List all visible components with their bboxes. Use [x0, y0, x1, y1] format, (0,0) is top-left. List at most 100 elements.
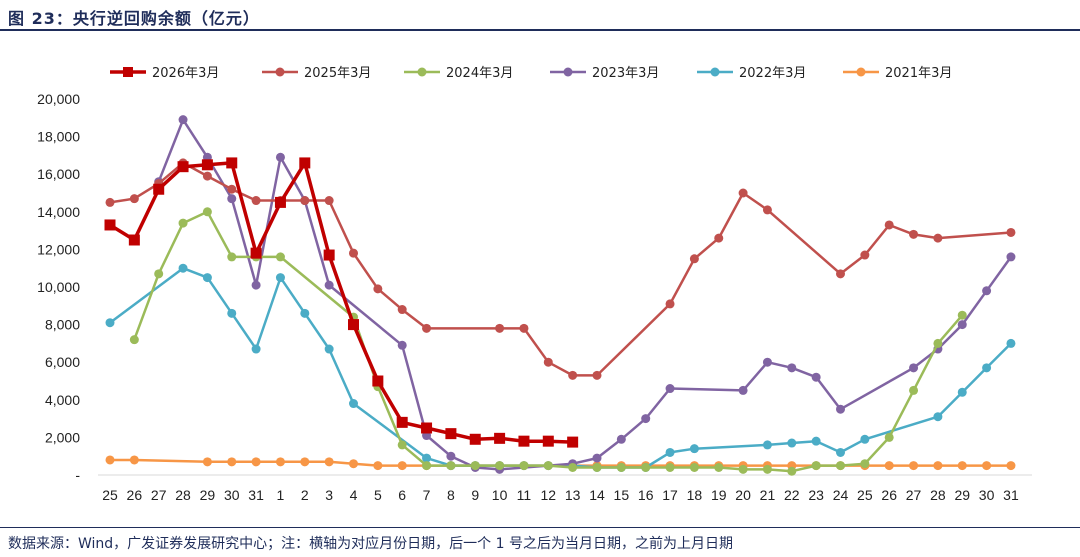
legend-swatch-marker — [856, 67, 866, 77]
data-point — [397, 340, 407, 350]
data-point — [957, 461, 967, 471]
data-point — [227, 457, 237, 467]
legend-swatch-marker — [417, 67, 427, 77]
data-point — [665, 447, 675, 457]
data-point — [227, 184, 237, 194]
data-point — [933, 338, 943, 348]
x-tick-label: 23 — [808, 487, 824, 503]
data-point — [349, 459, 358, 469]
data-point — [933, 461, 943, 471]
data-point — [177, 161, 189, 173]
y-tick-label: 14,000 — [37, 204, 80, 220]
data-point — [714, 233, 724, 243]
data-point — [373, 461, 383, 471]
data-point — [251, 280, 261, 290]
data-point — [860, 459, 870, 469]
data-point — [349, 248, 358, 258]
data-point — [469, 433, 481, 445]
series-2021年3月 — [105, 455, 1016, 471]
data-point — [178, 263, 188, 273]
x-tick-label: 21 — [760, 487, 776, 503]
x-tick-label: 26 — [127, 487, 143, 503]
data-point — [105, 197, 115, 207]
x-tick-label: 31 — [1003, 487, 1019, 503]
data-point — [519, 461, 529, 471]
data-point — [982, 461, 992, 471]
y-tick-label: 20,000 — [37, 91, 80, 107]
data-point — [300, 457, 310, 467]
data-point — [909, 363, 919, 373]
footer-divider — [0, 527, 1080, 528]
x-tick-label: 18 — [687, 487, 703, 503]
y-tick-label: 16,000 — [37, 166, 80, 182]
data-point — [884, 461, 894, 471]
data-point — [251, 344, 261, 354]
y-tick-label: - — [75, 467, 80, 483]
data-point — [153, 183, 165, 195]
data-point — [251, 457, 261, 467]
data-point — [300, 308, 310, 318]
data-point — [397, 461, 407, 471]
data-point — [592, 453, 602, 463]
data-point — [982, 286, 992, 296]
data-point — [689, 462, 699, 472]
data-point — [275, 457, 285, 467]
y-tick-label: 18,000 — [37, 129, 80, 145]
data-point — [373, 284, 383, 294]
data-point — [324, 196, 334, 206]
data-point — [324, 457, 334, 467]
data-point — [324, 344, 334, 354]
data-point — [348, 319, 359, 331]
data-point — [836, 404, 845, 414]
x-tick-label: 11 — [517, 487, 532, 503]
data-point — [226, 157, 238, 169]
data-point — [933, 233, 943, 243]
x-tick-label: 28 — [175, 487, 191, 503]
data-point — [665, 462, 675, 472]
data-point — [762, 440, 772, 450]
x-tick-label: 24 — [833, 487, 849, 503]
x-tick-label: 19 — [711, 487, 727, 503]
data-point — [616, 434, 626, 444]
data-point — [470, 461, 480, 471]
data-point — [568, 370, 578, 380]
data-point — [787, 466, 797, 476]
data-point — [592, 462, 602, 472]
x-tick-label: 9 — [471, 487, 479, 503]
data-point — [104, 219, 116, 231]
data-point — [129, 455, 139, 465]
plot-area — [104, 115, 1016, 476]
data-point — [568, 462, 578, 472]
x-tick-label: 15 — [614, 487, 630, 503]
y-tick-label: 4,000 — [45, 392, 80, 408]
x-tick-label: 17 — [662, 487, 678, 503]
data-point — [445, 428, 457, 440]
x-tick-label: 4 — [350, 487, 358, 503]
data-point — [202, 207, 212, 217]
data-point — [641, 414, 651, 424]
data-point — [762, 357, 772, 367]
x-tick-label: 22 — [784, 487, 800, 503]
data-point — [689, 444, 699, 454]
data-point — [836, 461, 845, 471]
x-tick-label: 28 — [930, 487, 946, 503]
x-axis: 25 26 27 28 29 30 31 1 2 3 4 5 6 7 8 9 10 11 12 13 14 15 16 17 1… — [98, 474, 1032, 503]
data-point — [909, 461, 919, 471]
data-point — [836, 447, 845, 457]
legend-swatch-marker — [563, 67, 573, 77]
x-tick-label: 13 — [565, 487, 581, 503]
x-tick-label: 30 — [979, 487, 995, 503]
legend-label: 2026年3月 — [152, 66, 219, 81]
data-point — [592, 370, 602, 380]
x-tick-label: 12 — [541, 487, 557, 503]
data-point — [665, 384, 675, 394]
legend-label: 2022年3月 — [739, 66, 806, 81]
data-point — [1006, 338, 1016, 348]
legend-label: 2025年3月 — [304, 66, 371, 81]
data-point — [641, 462, 651, 472]
data-point — [446, 451, 456, 461]
data-point — [738, 188, 748, 198]
data-point — [665, 299, 675, 309]
data-point — [202, 273, 212, 283]
data-point — [957, 310, 967, 320]
